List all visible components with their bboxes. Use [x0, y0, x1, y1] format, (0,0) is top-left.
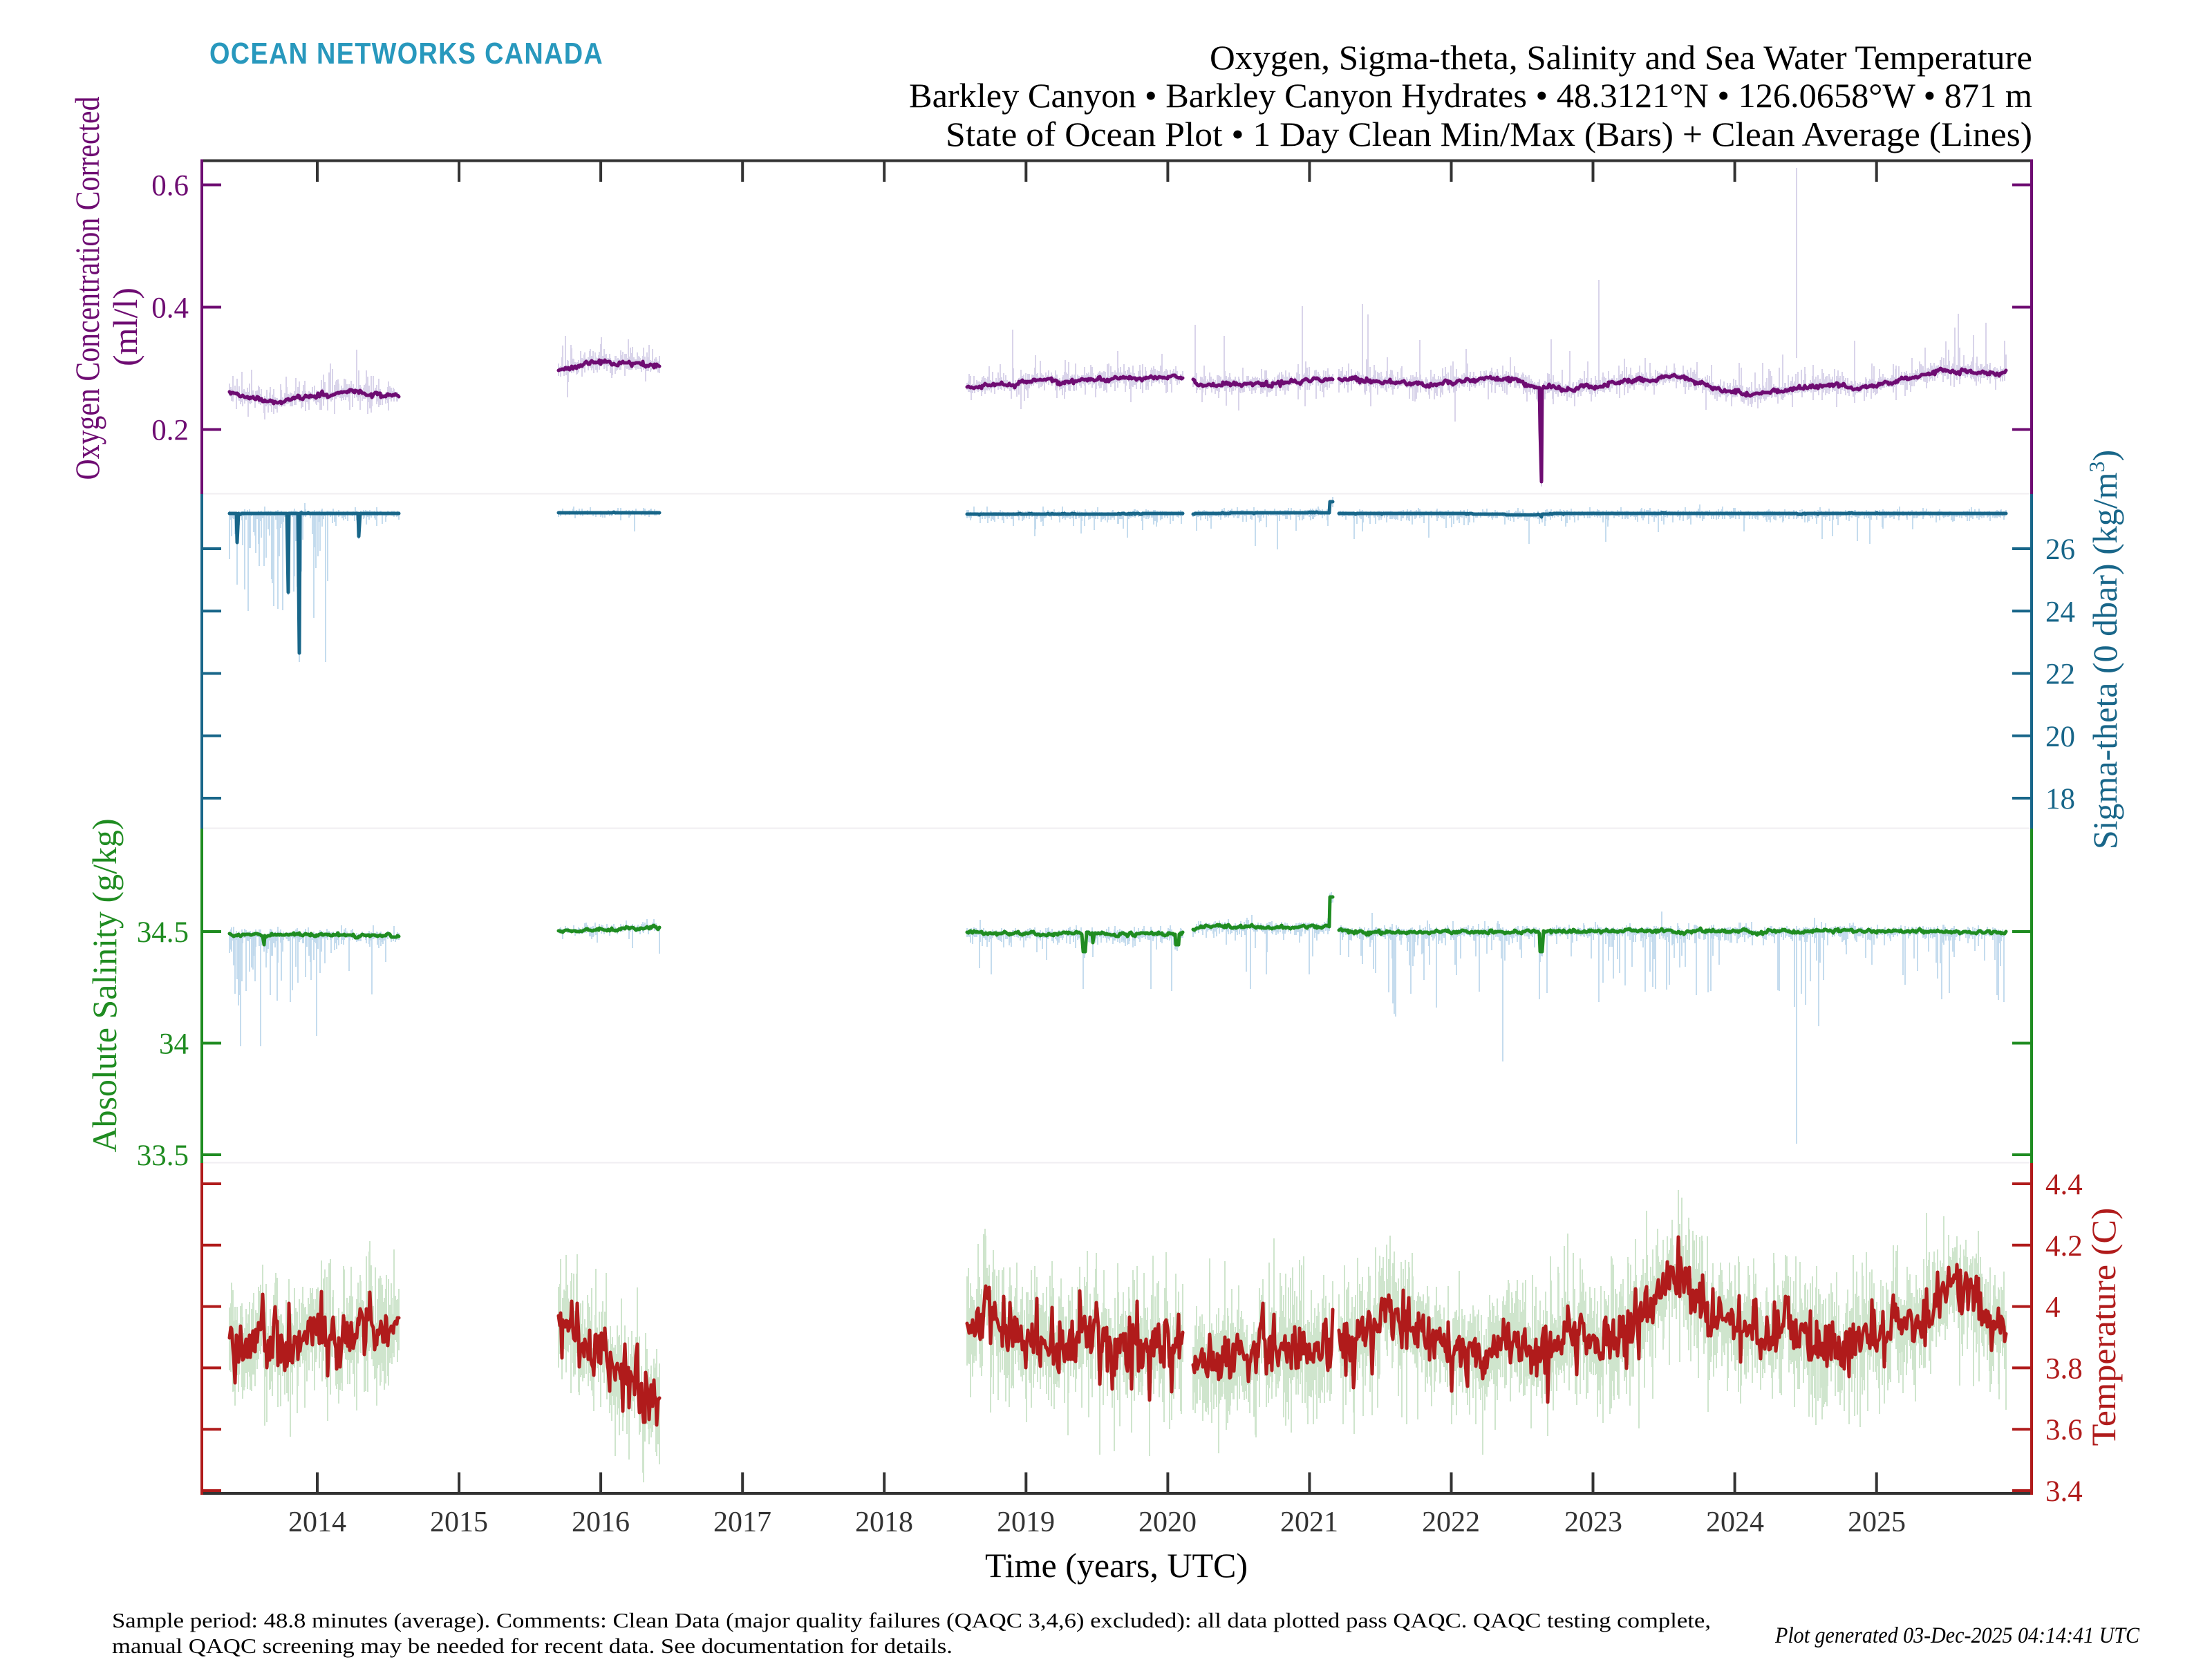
svg-text:22: 22	[2045, 659, 2075, 691]
svg-text:18: 18	[2045, 783, 2075, 815]
svg-text:Oxygen, Sigma-theta, Salinity: Oxygen, Sigma-theta, Salinity and Sea Wa…	[1210, 38, 2032, 77]
svg-text:Sample period: 48.8 minutes (a: Sample period: 48.8 minutes (average). C…	[112, 1608, 1711, 1632]
svg-text:2020: 2020	[1138, 1507, 1197, 1538]
svg-text:2025: 2025	[1848, 1507, 1906, 1538]
svg-text:3.8: 3.8	[2045, 1352, 2083, 1385]
svg-text:2021: 2021	[1280, 1507, 1338, 1538]
svg-text:2015: 2015	[430, 1507, 488, 1538]
svg-text:4.4: 4.4	[2045, 1169, 2083, 1201]
svg-text:0.2: 0.2	[151, 415, 189, 447]
svg-text:Oxygen Concentration Corrected: Oxygen Concentration Corrected	[68, 96, 106, 480]
svg-text:2018: 2018	[855, 1507, 913, 1538]
svg-text:3.4: 3.4	[2045, 1475, 2083, 1508]
svg-text:0.6: 0.6	[151, 170, 189, 202]
svg-text:24: 24	[2045, 596, 2075, 628]
svg-text:2024: 2024	[1706, 1507, 1764, 1538]
svg-text:2017: 2017	[713, 1507, 771, 1538]
svg-text:2016: 2016	[572, 1507, 630, 1538]
svg-text:26: 26	[2045, 533, 2075, 566]
svg-text:0.4: 0.4	[151, 292, 189, 325]
svg-text:34.5: 34.5	[137, 916, 189, 949]
svg-text:Barkley Canyon • Barkley Canyo: Barkley Canyon • Barkley Canyon Hydrates…	[909, 76, 2032, 115]
svg-text:Absolute Salinity (g/kg): Absolute Salinity (g/kg)	[85, 818, 124, 1152]
svg-text:20: 20	[2045, 721, 2075, 753]
svg-text:Plot generated 03-Dec-2025 04:: Plot generated 03-Dec-2025 04:14:41 UTC	[1774, 1623, 2139, 1648]
svg-text:2019: 2019	[997, 1507, 1055, 1538]
svg-text:4.2: 4.2	[2045, 1230, 2083, 1263]
svg-text:State of Ocean Plot • 1 Day Cl: State of Ocean Plot • 1 Day Clean Min/Ma…	[946, 115, 2032, 153]
svg-text:2014: 2014	[288, 1507, 346, 1538]
svg-text:OCEAN NETWORKS CANADA: OCEAN NETWORKS CANADA	[209, 37, 603, 70]
svg-text:34: 34	[159, 1028, 189, 1061]
svg-text:3.6: 3.6	[2045, 1414, 2083, 1446]
svg-text:Temperature (C): Temperature (C)	[2084, 1208, 2123, 1446]
svg-text:2022: 2022	[1422, 1507, 1480, 1538]
svg-text:manual QAQC screening may be n: manual QAQC screening may be needed for …	[112, 1634, 953, 1658]
svg-text:Time (years, UTC): Time (years, UTC)	[985, 1546, 1248, 1585]
svg-text:Sigma-theta (0 dbar) (kg/m3): Sigma-theta (0 dbar) (kg/m3)	[2084, 450, 2124, 849]
svg-text:33.5: 33.5	[137, 1140, 189, 1172]
svg-text:(ml/l): (ml/l)	[106, 287, 144, 366]
svg-text:4: 4	[2045, 1292, 2061, 1324]
svg-text:2023: 2023	[1564, 1507, 1622, 1538]
